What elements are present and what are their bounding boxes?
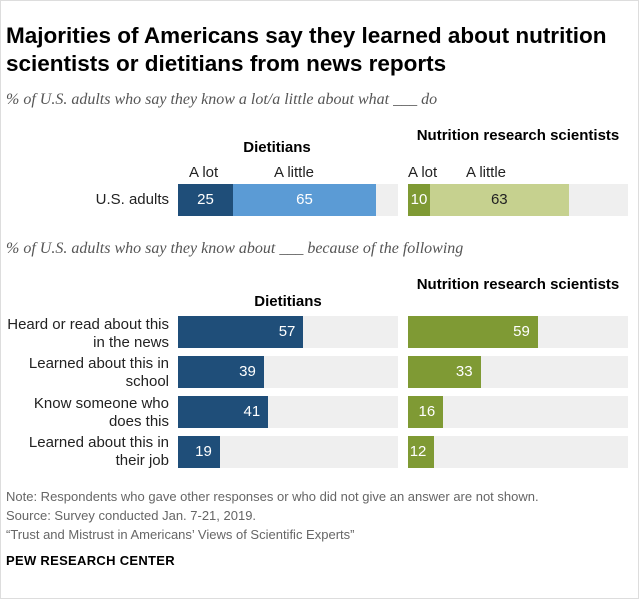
chart1-subtitle: % of U.S. adults who say they know a lot… [6,91,438,108]
bar-segment [408,184,430,216]
bar-value-label: 19 [195,443,212,460]
bar [178,316,304,348]
legend-diet-alot: A lot [189,164,219,181]
legend-nutr-alot: A lot [408,164,438,181]
category-label: U.S. adults [95,191,169,208]
bar-value-label: 65 [296,191,313,208]
bar-track [408,436,628,468]
bar-segment [430,184,569,216]
category-label: Know someone who does this [33,395,169,430]
bar [408,396,444,428]
bar-value-label: 41 [243,403,261,420]
bar-segment [233,184,376,216]
bar-value-label: 57 [278,323,296,340]
bar-value-label: 10 [410,191,428,208]
bar-value-label: 33 [455,363,473,380]
pew-logo-text: PEW RESEARCH CENTER [6,553,175,568]
bar-track [408,396,628,428]
chart2-subtitle: % of U.S. adults who say they know about… [6,240,464,257]
chart2-panel-dietitians: Dietitians [254,293,322,310]
chart1-panel-nutrition: Nutrition research scientists [416,127,620,144]
legend-diet-alittle: A little [274,164,315,181]
bar [178,356,264,388]
bar-value-label: 63 [490,191,508,208]
bar-value-label: 59 [513,323,530,340]
bar [408,436,435,468]
bar-value-label: 39 [239,363,256,380]
report-title: “Trust and Mistrust in Americans’ Views … [6,527,355,542]
category-label: Heard or read about this in the news [7,316,169,351]
category-label: Learned about this in their job [28,434,169,469]
chart-title: Majorities of Americans say they learned… [6,23,607,76]
bar-value-label: 12 [409,443,427,460]
bar [408,316,538,348]
note-text: Note: Respondents who gave other respons… [6,489,539,504]
bar [178,396,269,428]
source-text: Source: Survey conducted Jan. 7-21, 2019… [6,508,257,523]
bar [408,356,481,388]
bar-value-label: 16 [418,403,436,420]
legend-nutr-alittle: A little [466,164,507,181]
chart1-panel-dietitians: Dietitians [243,139,311,156]
bar-value-label: 25 [197,191,214,208]
bar [178,436,220,468]
category-label: Learned about this in school [28,355,169,390]
bar-segment [178,184,233,216]
chart2-panel-nutrition: Nutrition research scientists [416,276,620,293]
